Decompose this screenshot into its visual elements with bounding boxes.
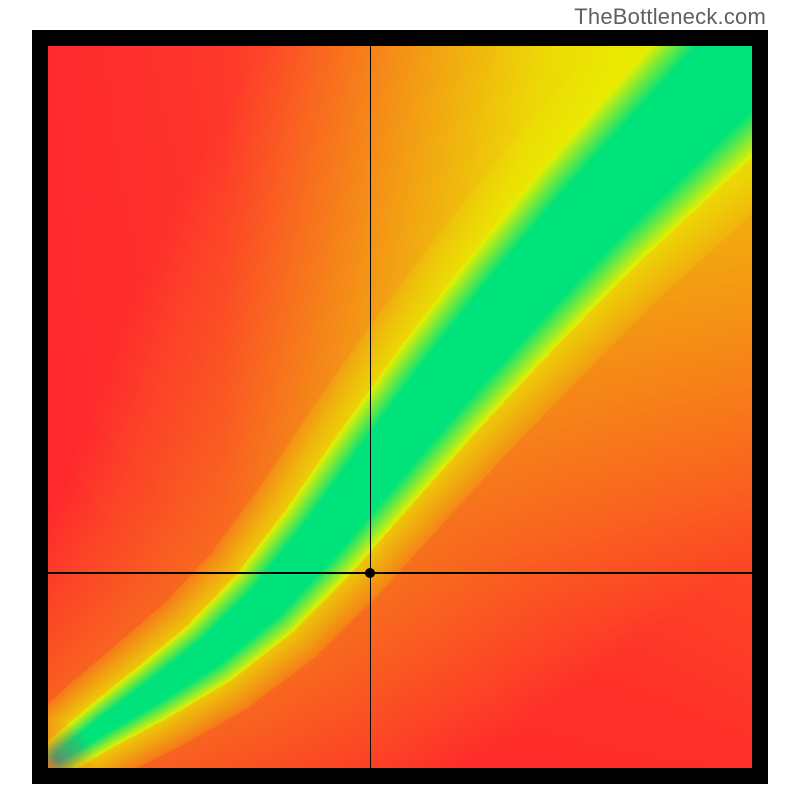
selection-marker[interactable]: [365, 568, 375, 578]
frame-right: [752, 30, 768, 784]
heatmap-canvas: [48, 46, 752, 768]
watermark-label: TheBottleneck.com: [574, 4, 766, 30]
frame-bottom: [32, 768, 768, 784]
frame-left: [32, 30, 48, 784]
chart-container: TheBottleneck.com: [0, 0, 800, 800]
frame-top: [32, 30, 768, 46]
crosshair-horizontal: [48, 572, 752, 573]
plot-area: [48, 46, 752, 768]
crosshair-vertical: [370, 46, 371, 768]
